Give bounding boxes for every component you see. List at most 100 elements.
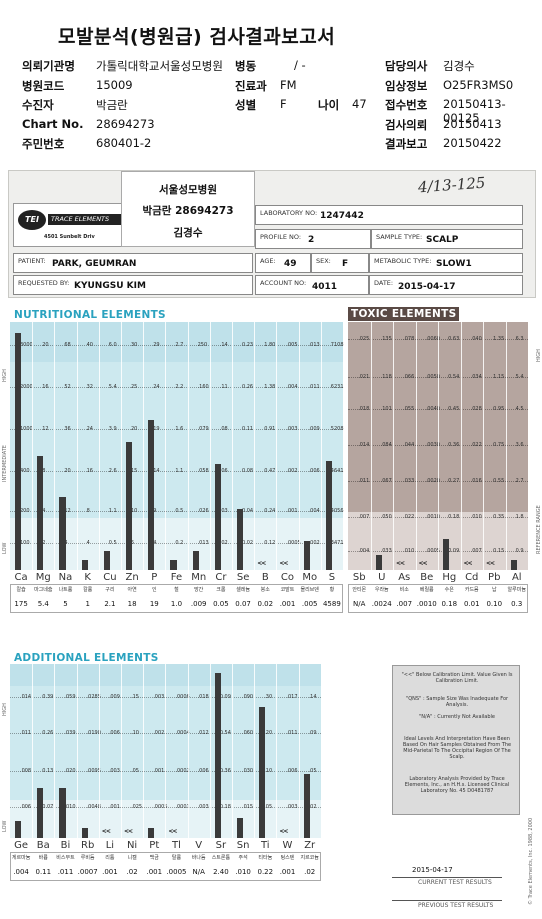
element-value: .02 [304, 868, 316, 876]
date-box: DATE: 2015-04-17 [369, 275, 523, 295]
element-value: 0.02 [257, 600, 274, 608]
tick-label: .090 [241, 694, 254, 700]
tick-label: .014 [358, 442, 370, 448]
tick-label: .033 [380, 548, 392, 554]
element-value: .001 [102, 868, 118, 876]
tick-label: 8 [42, 468, 46, 474]
tick-label: 2000 [19, 384, 33, 390]
element-symbol: W [282, 840, 293, 851]
tick-label: .025 [130, 804, 143, 810]
element-korean-name: 아연 [127, 587, 137, 593]
logo-address: 4501 Sunbelt Driv [44, 234, 95, 240]
tick-label: 10 [130, 508, 138, 514]
element-korean-name: 구리 [105, 587, 115, 593]
element-korean-name: 바륨 [38, 855, 48, 861]
column-divider [438, 322, 439, 570]
header-key: 병동 [235, 59, 257, 73]
tick-label: .15 [130, 694, 139, 700]
side-label: REFERENCE RANGE [536, 505, 542, 554]
element-symbol: Li [105, 840, 115, 851]
bar-cr [214, 464, 221, 570]
tick-label: .003 [286, 426, 298, 432]
tick-label: .010 [403, 548, 415, 554]
column-divider [370, 322, 372, 570]
metabolic-box: METABOLIC TYPE: SLOW1 [369, 253, 523, 273]
element-value: N/A [353, 600, 366, 608]
column-divider [187, 322, 189, 570]
tick-label: 14 [153, 468, 160, 474]
tick-label: .015 [241, 804, 254, 810]
tick-label: .012 [197, 730, 209, 736]
tick-label: .010 [470, 514, 482, 520]
tick-label: 0.55 [493, 478, 505, 484]
header-value: FM [280, 78, 297, 92]
below-limit-mark: << [486, 560, 495, 567]
element-value: .02 [126, 868, 138, 876]
tick-label: .0004 [175, 730, 190, 736]
lab-form: TEI TRACE ELEMENTS 4501 Sunbelt Driv 서울성… [8, 170, 536, 298]
element-value: 0.22 [257, 868, 274, 876]
element-symbol: Al [511, 572, 522, 583]
sex-box: SEX: F [311, 253, 369, 273]
header-key: 담당의사 [385, 59, 428, 73]
header-value: 680401-2 [96, 136, 152, 150]
header-key: 접수번호 [385, 98, 428, 112]
tick-label: 0.24 [264, 508, 276, 514]
column-divider [121, 664, 122, 838]
bar-sn [237, 818, 244, 838]
tick-label: .002 [286, 468, 298, 474]
element-korean-name: 칼슘 [16, 587, 26, 593]
tick-label: .0040 [425, 406, 440, 412]
element-symbol: Cd [465, 572, 479, 583]
element-symbol: Sb [352, 572, 366, 583]
tick-label: .0030 [425, 442, 440, 448]
tick-label: 30 [130, 342, 138, 348]
tick-label: .14 [308, 694, 317, 700]
tick-label: 0.5 [108, 540, 117, 546]
header-value: / - [294, 58, 306, 72]
tick-label: .0020 [425, 478, 440, 484]
element-korean-name: 티타늄 [258, 855, 273, 861]
tick-label: .002 [153, 730, 165, 736]
tick-label: 16 [42, 384, 49, 390]
tick-label: 20 [42, 342, 49, 348]
tick-label: 3.6 [515, 442, 524, 448]
tick-label: .20 [264, 730, 273, 736]
element-korean-name: 리튬 [105, 855, 115, 861]
header-key: 의뢰기관명 [22, 59, 75, 73]
element-value: 4589 [322, 600, 341, 608]
tick-label: 250 [197, 342, 208, 348]
values-row [10, 852, 321, 881]
below-limit-mark: << [396, 560, 405, 567]
tick-label: .05 [130, 768, 139, 774]
tick-label: .011 [19, 730, 32, 736]
tick-label: 9 [153, 508, 157, 514]
trace-elements-logo: TEI TRACE ELEMENTS 4501 Sunbelt Driv [13, 203, 133, 247]
tick-label: .079 [197, 426, 209, 432]
element-korean-name: 니켈 [127, 855, 137, 861]
element-symbol: B [261, 572, 269, 583]
tick-label: .006 [108, 730, 120, 736]
age: 49 [284, 259, 297, 269]
tick-label: 0.23 [241, 342, 254, 348]
element-symbol: K [84, 572, 91, 583]
tick-label: .007 [470, 548, 482, 554]
below-limit-mark: << [257, 560, 266, 567]
tick-label: 1.1 [175, 468, 184, 474]
below-limit-mark: << [101, 828, 111, 835]
tick-label: .005 [286, 342, 298, 348]
bar-bi [59, 788, 66, 838]
below-limit-mark: << [124, 828, 133, 835]
bar-mn [192, 551, 199, 570]
element-symbol: Ca [14, 572, 28, 583]
toxic-title: TOXIC ELEMENTS [348, 307, 460, 321]
metabolic-type: SLOW1 [436, 259, 472, 269]
tick-label: 20 [64, 468, 71, 474]
tick-label: 52 [64, 384, 71, 390]
tick-label: .0048 [86, 804, 101, 810]
tick-label: .0050 [425, 374, 440, 380]
column-divider [165, 322, 167, 570]
tick-label: 1000 [19, 426, 33, 432]
bar-pt [148, 828, 155, 838]
bar-rb [81, 828, 88, 838]
